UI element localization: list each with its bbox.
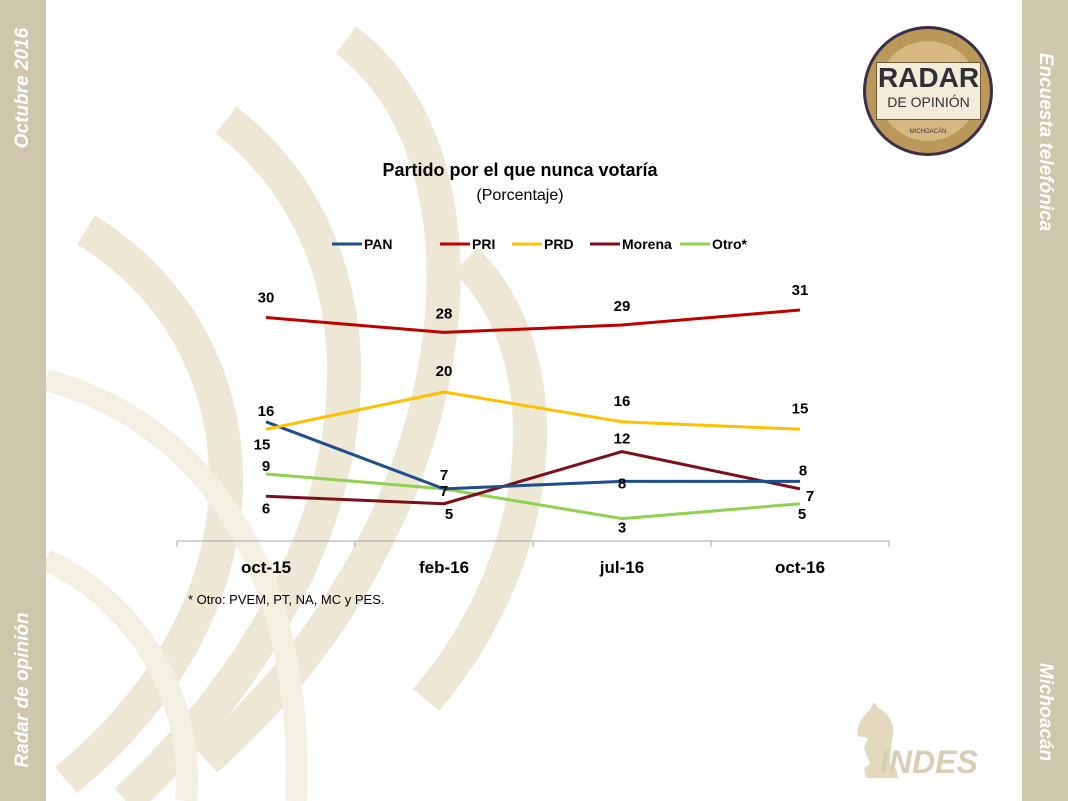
series-line-otro (265, 472, 801, 521)
x-tick-label-jul-16: jul-16 (599, 558, 644, 577)
data-label-otro-feb-16: 7 (440, 483, 448, 500)
data-label-pri-jul-16: 29 (614, 298, 631, 315)
data-label-pan-jul-16: 8 (618, 475, 626, 492)
data-label-pan-oct-15: 16 (258, 403, 275, 420)
data-label-prd-oct-16: 15 (792, 400, 809, 417)
series-line-pan (265, 420, 800, 491)
data-label-prd-jul-16: 16 (614, 393, 631, 410)
background-arcs-watermark (46, 26, 548, 801)
data-label-morena-oct-15: 6 (262, 500, 270, 517)
data-label-morena-oct-16: 7 (806, 488, 814, 505)
data-label-prd-oct-15: 15 (254, 436, 271, 453)
chart-footnote: * Otro: PVEM, PT, NA, MC y PES. (188, 592, 385, 607)
logo-word-region: MICHOACÁN (909, 129, 947, 135)
data-label-pri-oct-16: 31 (792, 282, 809, 299)
radar-de-opinion-logo: RADAR DE OPINIÓN MICHOACÁN (863, 26, 993, 156)
x-tick-label-oct-15: oct-15 (241, 558, 291, 577)
x-tick-label-oct-16: oct-16 (775, 558, 825, 577)
data-label-otro-jul-16: 3 (618, 520, 626, 537)
indes-wordmark: INDES (880, 744, 978, 780)
data-label-pri-oct-15: 30 (258, 290, 275, 307)
legend-label-pan: PAN (364, 236, 393, 252)
chess-knight-icon (857, 702, 898, 778)
data-label-otro-oct-16: 5 (798, 506, 806, 523)
data-label-pan-feb-16: 7 (440, 467, 448, 484)
logo-word-radar: RADAR (877, 62, 980, 93)
legend-label-prd: PRD (544, 236, 574, 252)
legend-label-pri: PRI (472, 236, 495, 252)
data-label-morena-jul-16: 12 (614, 431, 631, 448)
logo-text-box: RADAR DE OPINIÓN (876, 62, 981, 120)
chart-title: Partido por el que nunca votaría (382, 160, 658, 180)
x-tick-label-feb-16: feb-16 (419, 558, 469, 577)
data-label-morena-feb-16: 5 (445, 506, 453, 523)
series-line-prd (265, 390, 801, 431)
left-side-band (0, 0, 46, 801)
data-label-prd-feb-16: 20 (436, 363, 453, 380)
data-label-pan-oct-16: 8 (799, 462, 807, 479)
logo-word-opinion: DE OPINIÓN (887, 94, 970, 110)
right-side-band (1022, 0, 1068, 801)
chart-subtitle: (Porcentaje) (476, 187, 564, 204)
data-label-pri-feb-16: 28 (436, 305, 453, 322)
series-line-morena (265, 450, 801, 506)
indes-logo: INDES (848, 700, 988, 782)
legend-label-otro: Otro* (712, 236, 748, 252)
series-line-pri (265, 308, 801, 334)
data-label-otro-oct-15: 9 (262, 458, 270, 475)
legend-label-morena: Morena (622, 236, 672, 252)
